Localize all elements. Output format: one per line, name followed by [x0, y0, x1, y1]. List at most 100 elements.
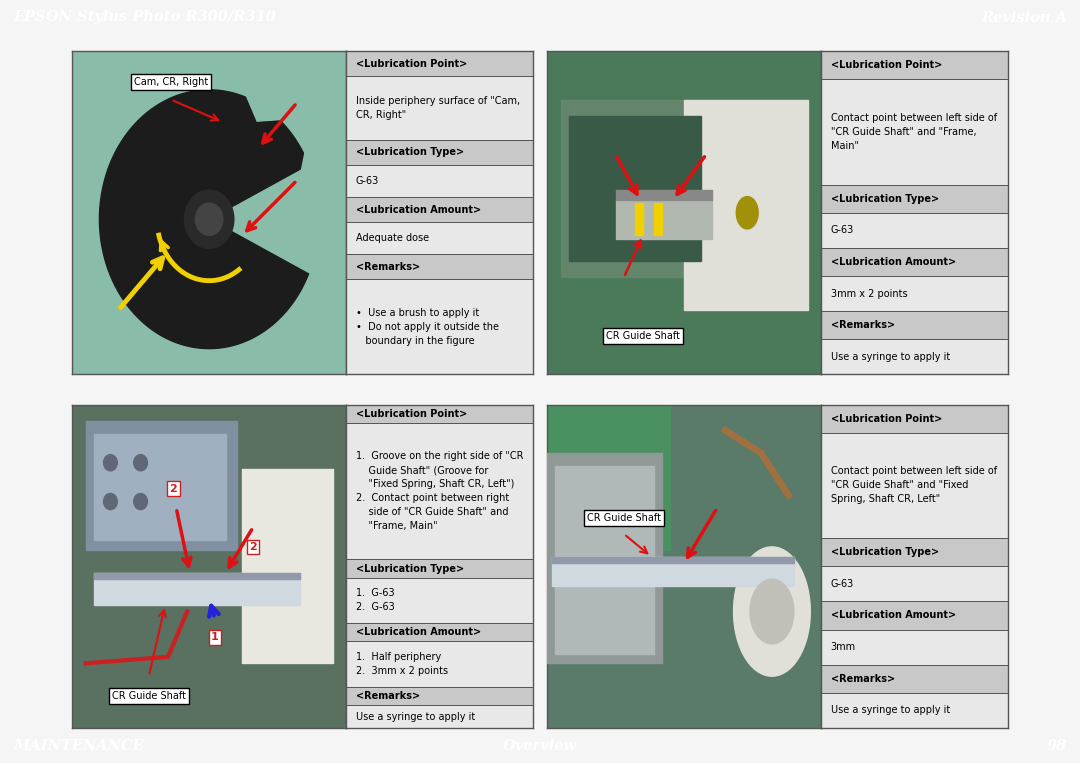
FancyBboxPatch shape — [821, 601, 1008, 629]
Text: <Lubrication Type>: <Lubrication Type> — [831, 547, 939, 557]
Bar — [94, 573, 299, 605]
Bar — [635, 203, 643, 236]
FancyBboxPatch shape — [347, 254, 534, 279]
Text: Adequate dose: Adequate dose — [355, 233, 429, 243]
Bar — [569, 116, 701, 261]
Text: Contact point between left side of
"CR Guide Shaft" and "Fixed
Spring, Shaft CR,: Contact point between left side of "CR G… — [831, 466, 997, 504]
Bar — [242, 469, 333, 663]
Text: EPSON Stylus Photo R300/R310: EPSON Stylus Photo R300/R310 — [13, 11, 275, 24]
Text: <Lubrication Point>: <Lubrication Point> — [355, 59, 467, 69]
FancyBboxPatch shape — [821, 276, 1008, 311]
FancyBboxPatch shape — [821, 311, 1008, 340]
Circle shape — [134, 455, 148, 471]
Text: •  Use a brush to apply it
•  Do not apply it outside the
   boundary in the fig: • Use a brush to apply it • Do not apply… — [355, 308, 499, 346]
FancyBboxPatch shape — [821, 566, 1008, 601]
Text: Use a syringe to apply it: Use a syringe to apply it — [355, 712, 475, 722]
Polygon shape — [733, 547, 810, 676]
Text: CR Guide Shaft: CR Guide Shaft — [112, 691, 186, 700]
FancyBboxPatch shape — [347, 687, 534, 705]
Polygon shape — [185, 190, 234, 248]
Text: <Lubrication Type>: <Lubrication Type> — [355, 564, 463, 574]
Text: <Remarks>: <Remarks> — [355, 691, 420, 701]
Text: Inside periphery surface of "Cam,
CR, Right": Inside periphery surface of "Cam, CR, Ri… — [355, 96, 519, 120]
Bar — [553, 556, 794, 563]
FancyBboxPatch shape — [347, 623, 534, 642]
Text: 3mm: 3mm — [831, 642, 855, 652]
Text: <Lubrication Point>: <Lubrication Point> — [831, 414, 942, 423]
FancyBboxPatch shape — [821, 213, 1008, 248]
FancyBboxPatch shape — [821, 340, 1008, 375]
Text: G-63: G-63 — [831, 225, 854, 235]
FancyBboxPatch shape — [821, 248, 1008, 276]
FancyBboxPatch shape — [821, 404, 1008, 433]
Bar — [94, 573, 299, 579]
Bar — [546, 404, 671, 550]
Circle shape — [104, 455, 118, 471]
Circle shape — [104, 494, 118, 510]
FancyBboxPatch shape — [347, 578, 534, 623]
Bar — [546, 453, 662, 663]
FancyBboxPatch shape — [347, 165, 534, 197]
FancyBboxPatch shape — [347, 279, 534, 375]
Text: <Lubrication Amount>: <Lubrication Amount> — [355, 627, 481, 637]
Polygon shape — [99, 90, 309, 349]
Text: <Lubrication Amount>: <Lubrication Amount> — [831, 257, 956, 267]
Text: 1: 1 — [211, 633, 218, 642]
FancyBboxPatch shape — [347, 197, 534, 222]
Text: <Remarks>: <Remarks> — [831, 320, 894, 330]
Text: Revision A: Revision A — [981, 11, 1067, 24]
Bar — [94, 433, 226, 540]
FancyBboxPatch shape — [347, 404, 534, 423]
Bar — [684, 99, 808, 310]
Text: 98: 98 — [1047, 739, 1067, 752]
FancyBboxPatch shape — [347, 76, 534, 140]
FancyBboxPatch shape — [821, 693, 1008, 728]
FancyBboxPatch shape — [347, 705, 534, 728]
Polygon shape — [299, 137, 329, 207]
Text: <Lubrication Type>: <Lubrication Type> — [355, 147, 463, 157]
FancyBboxPatch shape — [347, 51, 534, 76]
Bar — [561, 99, 712, 278]
Polygon shape — [195, 203, 222, 236]
FancyBboxPatch shape — [821, 185, 1008, 213]
Text: 3mm x 2 points: 3mm x 2 points — [831, 288, 907, 298]
Bar — [616, 190, 712, 200]
Bar — [85, 420, 237, 550]
Bar — [654, 203, 662, 236]
Text: <Lubrication Point>: <Lubrication Point> — [355, 409, 467, 419]
Text: Cam, CR, Right: Cam, CR, Right — [134, 77, 207, 87]
Polygon shape — [737, 197, 758, 229]
Text: <Lubrication Amount>: <Lubrication Amount> — [355, 204, 481, 214]
FancyBboxPatch shape — [347, 140, 534, 165]
FancyBboxPatch shape — [347, 222, 534, 254]
Text: CR Guide Shaft: CR Guide Shaft — [606, 330, 680, 341]
Text: 1.  Groove on the right side of "CR
    Guide Shaft" (Groove for
    "Fixed Spri: 1. Groove on the right side of "CR Guide… — [355, 451, 523, 531]
Text: MAINTENANCE: MAINTENANCE — [13, 739, 144, 752]
FancyBboxPatch shape — [347, 642, 534, 687]
Text: 1.  G-63
2.  G-63: 1. G-63 2. G-63 — [355, 588, 394, 613]
Polygon shape — [241, 82, 295, 121]
Bar — [616, 200, 712, 239]
Text: G-63: G-63 — [355, 176, 379, 186]
FancyBboxPatch shape — [821, 433, 1008, 538]
Circle shape — [134, 494, 148, 510]
Polygon shape — [750, 579, 794, 644]
Text: Use a syringe to apply it: Use a syringe to apply it — [831, 352, 950, 362]
FancyBboxPatch shape — [821, 51, 1008, 79]
FancyBboxPatch shape — [347, 423, 534, 559]
Text: 1.  Half periphery
2.  3mm x 2 points: 1. Half periphery 2. 3mm x 2 points — [355, 652, 448, 676]
Text: Use a syringe to apply it: Use a syringe to apply it — [831, 706, 950, 716]
Bar — [555, 466, 654, 654]
Text: <Remarks>: <Remarks> — [355, 262, 420, 272]
Text: <Lubrication Amount>: <Lubrication Amount> — [831, 610, 956, 620]
Text: Overview: Overview — [503, 739, 577, 752]
Text: <Lubrication Point>: <Lubrication Point> — [831, 60, 942, 70]
Text: <Remarks>: <Remarks> — [831, 674, 894, 684]
Text: G-63: G-63 — [831, 579, 854, 589]
Text: Contact point between left side of
"CR Guide Shaft" and "Frame,
Main": Contact point between left side of "CR G… — [831, 113, 997, 151]
FancyBboxPatch shape — [821, 79, 1008, 185]
Text: CR Guide Shaft: CR Guide Shaft — [586, 513, 661, 523]
FancyBboxPatch shape — [347, 559, 534, 578]
FancyBboxPatch shape — [821, 538, 1008, 566]
Text: 2: 2 — [249, 542, 257, 552]
